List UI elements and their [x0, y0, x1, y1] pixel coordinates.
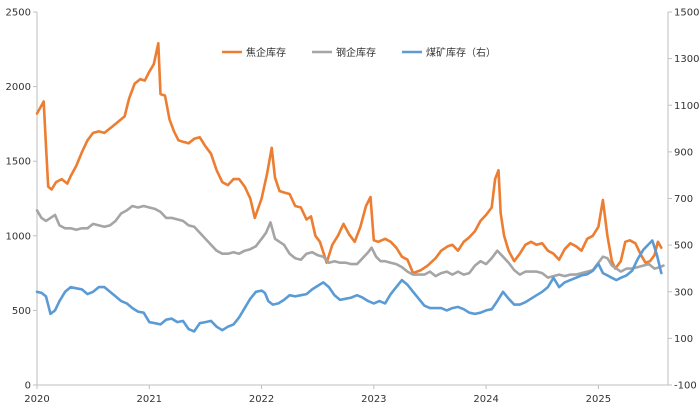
y-right-tick-label: 100 — [674, 334, 693, 345]
y-left-tick-label: 1500 — [6, 157, 31, 168]
x-tick-label: 2024 — [473, 394, 498, 405]
y-right-tick-label: 300 — [674, 287, 693, 298]
legend-label: 钢企库存 — [336, 46, 376, 59]
y-right-tick-label: 1500 — [674, 8, 699, 19]
y-right-tick-label: 900 — [674, 147, 693, 158]
y-left-tick-label: 2000 — [6, 82, 31, 93]
x-tick-label: 2022 — [249, 394, 274, 405]
legend-label: 煤矿库存（右） — [426, 46, 496, 59]
y-right-tick-label: 1300 — [674, 54, 699, 65]
y-left-tick-label: 1000 — [6, 231, 31, 242]
legend-label: 焦企库存 — [246, 46, 286, 59]
y-left-tick-label: 500 — [12, 306, 31, 317]
x-tick-label: 2020 — [24, 394, 49, 405]
x-tick-label: 2025 — [586, 394, 611, 405]
y-left-tick-label: 2500 — [6, 8, 31, 19]
y-right-tick-label: 700 — [674, 194, 693, 205]
x-tick-label: 2021 — [137, 394, 162, 405]
legend: 焦企库存 钢企库存 煤矿库存（右） — [222, 46, 496, 59]
tick-layer: 0 500 1000 1500 2000 2500 -100 100 300 500 700 900 1… — [6, 8, 700, 406]
axes-layer — [36, 12, 669, 386]
series-line-0 — [35, 42, 663, 275]
series-line-1 — [35, 204, 665, 279]
y-right-tick-label: -100 — [674, 381, 697, 392]
x-tick-label: 2023 — [361, 394, 386, 405]
y-right-tick-label: 500 — [674, 241, 693, 252]
series-layer — [35, 42, 665, 333]
y-right-tick-label: 1100 — [674, 101, 699, 112]
series-line-2 — [35, 239, 663, 333]
y-left-tick-label: 0 — [25, 381, 31, 392]
